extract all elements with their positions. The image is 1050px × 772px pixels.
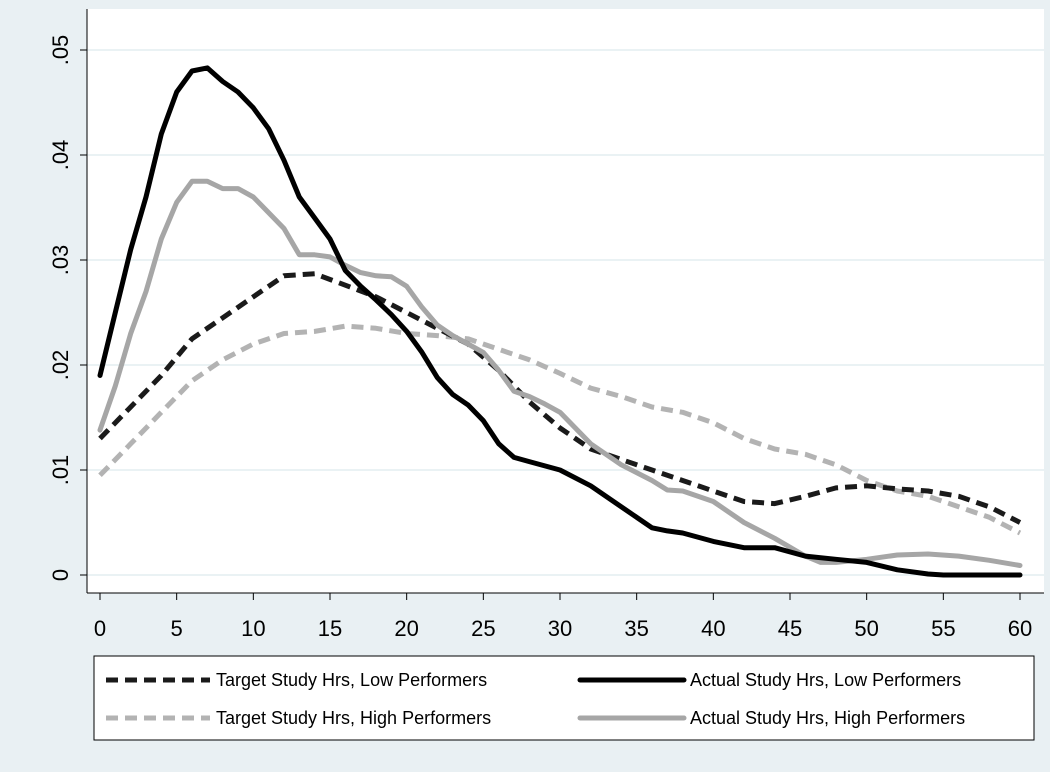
x-tick-label: 25	[471, 616, 495, 641]
x-tick-label: 45	[778, 616, 802, 641]
x-tick-label: 35	[624, 616, 648, 641]
x-tick-label: 0	[94, 616, 106, 641]
x-tick-label: 30	[548, 616, 572, 641]
legend-box	[93, 655, 1035, 741]
x-tick-label: 10	[241, 616, 265, 641]
legend-label: Actual Study Hrs, High Performers	[690, 708, 965, 728]
series-line-0	[98, 271, 1022, 525]
x-tick-label: 60	[1008, 616, 1032, 641]
legend-label: Target Study Hrs, Low Performers	[216, 670, 487, 690]
y-tick-label: .05	[48, 35, 73, 66]
x-tick-label: 5	[171, 616, 183, 641]
legend: Target Study Hrs, Low Performers Actual S…	[93, 655, 1035, 741]
axes: 0 .01 .02 .03 .04 .05 0 5 10 15 20 25 30 35 40 45 50 55 60	[48, 9, 1044, 641]
y-tick-label: .01	[48, 455, 73, 486]
gridlines	[87, 49, 1044, 576]
series-line-2	[97, 65, 1023, 578]
x-tick-label: 15	[318, 616, 342, 641]
legend-label: Actual Study Hrs, Low Performers	[690, 670, 961, 690]
y-tick-label: .04	[48, 140, 73, 171]
x-tick-label: 50	[854, 616, 878, 641]
plot-area	[87, 9, 1044, 593]
y-tick-label: .02	[48, 350, 73, 381]
legend-label: Target Study Hrs, High Performers	[216, 708, 491, 728]
x-tick-label: 40	[701, 616, 725, 641]
y-tick-label: .03	[48, 245, 73, 276]
x-tick-label: 20	[394, 616, 418, 641]
x-tick-label: 55	[931, 616, 955, 641]
series-line-1	[98, 323, 1022, 536]
y-tick-label: 0	[48, 569, 73, 581]
series-layer	[97, 65, 1023, 578]
